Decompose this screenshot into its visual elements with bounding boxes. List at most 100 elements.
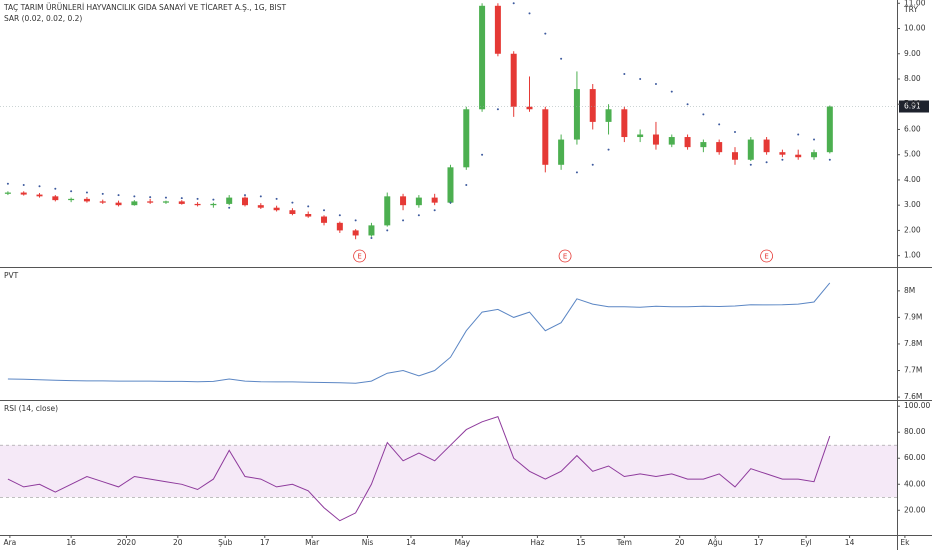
- candle-body: [542, 109, 549, 165]
- sar-dot: [607, 148, 610, 151]
- candle-body: [558, 139, 565, 165]
- y-tick-label: 3.00: [904, 200, 921, 209]
- series-line: [7, 282, 831, 384]
- y-tick-label: 8M: [904, 286, 915, 295]
- y-tick-label: 4.00: [904, 175, 921, 184]
- sar-dot: [654, 83, 657, 86]
- sar-dot: [528, 12, 531, 15]
- sar-dot: [686, 103, 689, 106]
- candle-body: [510, 53, 517, 107]
- y-tick-label: 20.00: [904, 505, 926, 514]
- y-tick-label: 6.00: [904, 124, 921, 133]
- y-tick-label: 9.00: [904, 49, 921, 58]
- candle-body: [83, 198, 90, 202]
- sar-dot: [133, 195, 136, 198]
- x-tick-label: 14: [845, 538, 855, 547]
- sar-dot: [402, 219, 405, 222]
- sar-dot: [496, 108, 499, 111]
- sar-dot: [323, 209, 326, 212]
- candle-body: [795, 154, 802, 158]
- y-tick-label: 60.00: [904, 453, 926, 462]
- sar-dot: [180, 197, 183, 200]
- sar-dot: [639, 77, 642, 80]
- sar-dot: [149, 196, 152, 199]
- sar-dot: [813, 138, 816, 141]
- earnings-label: E: [357, 253, 361, 261]
- candle-body: [273, 207, 280, 211]
- y-tick-label: 7.7M: [904, 366, 922, 375]
- sar-dot: [591, 163, 594, 166]
- y-tick-label: 10.00: [904, 24, 926, 33]
- sar-dot: [70, 190, 73, 193]
- sar-dot: [164, 196, 167, 199]
- candle-body: [147, 201, 154, 203]
- sar-dot: [765, 161, 768, 164]
- y-tick-label: 2.00: [904, 225, 921, 234]
- sar-dot: [544, 32, 547, 35]
- candle-body: [400, 196, 407, 206]
- sar-dot: [828, 158, 831, 161]
- sar-dot: [338, 214, 341, 217]
- y-tick-label: 7.8M: [904, 339, 922, 348]
- sar-dot: [307, 205, 310, 208]
- candle-body: [36, 194, 43, 197]
- sar-dot: [386, 229, 389, 232]
- x-tick-label: 14: [406, 538, 416, 547]
- sar-dot: [291, 201, 294, 204]
- candle-body: [162, 201, 169, 203]
- y-tick-label: 7.6M: [904, 392, 922, 401]
- x-tick-label: Mar: [305, 538, 320, 547]
- candle-body: [589, 89, 596, 122]
- y-tick-label: 80.00: [904, 427, 926, 436]
- candle-body: [763, 139, 770, 153]
- sar-dot: [781, 158, 784, 161]
- candle-body: [321, 216, 328, 223]
- series-line: [7, 415, 831, 522]
- y-tick-label: 100.00: [904, 401, 930, 410]
- sar-dot: [417, 214, 420, 217]
- candle-body: [573, 89, 580, 140]
- sar-dot: [749, 163, 752, 166]
- x-tick-label: 17: [260, 538, 270, 547]
- sar-dot: [623, 72, 626, 75]
- y-tick-label: 5.00: [904, 150, 921, 159]
- sar-dot: [670, 90, 673, 93]
- candle-body: [68, 198, 75, 201]
- earnings-label: E: [563, 253, 567, 261]
- sar-dot: [449, 201, 452, 204]
- candle-body: [305, 214, 312, 217]
- candle-body: [463, 109, 470, 168]
- x-tick-label: 2020: [117, 538, 136, 547]
- sar-dot: [733, 130, 736, 133]
- candle-body: [479, 5, 486, 110]
- x-tick-label: Şub: [218, 538, 233, 547]
- earnings-marker: [353, 249, 366, 263]
- sar-dot: [575, 171, 578, 174]
- rsi-band: [0, 445, 897, 498]
- candle-body: [115, 202, 122, 206]
- sar-dot: [228, 206, 231, 209]
- last-price-box: [899, 100, 929, 113]
- sar-dot: [512, 2, 515, 5]
- candle-body: [352, 230, 359, 236]
- sar-dot: [481, 153, 484, 156]
- x-tick-label: Tem: [616, 538, 632, 547]
- sar-dot: [6, 182, 9, 185]
- candle-body: [716, 142, 723, 153]
- candle-body: [621, 109, 628, 138]
- earnings-marker: [760, 249, 773, 263]
- candle-body: [731, 152, 738, 160]
- sar-dot: [101, 192, 104, 195]
- candle-body: [684, 137, 691, 148]
- x-tick-label: Haz: [530, 538, 544, 547]
- sar-dot: [54, 187, 57, 190]
- earnings-label: E: [764, 253, 768, 261]
- last-price-label: 6.91: [904, 101, 921, 110]
- sar-dot: [560, 57, 563, 60]
- x-tick-label: May: [455, 538, 471, 547]
- y-tick-label: 7.00: [904, 99, 921, 108]
- x-tick-label: 16: [66, 538, 76, 547]
- x-tick-label: Ara: [3, 538, 16, 547]
